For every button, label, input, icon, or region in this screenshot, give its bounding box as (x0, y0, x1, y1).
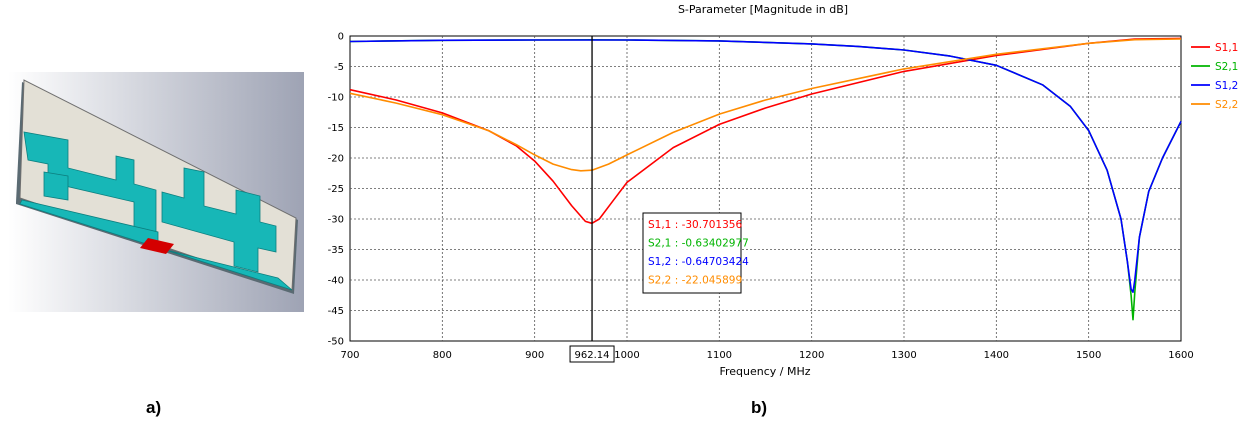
panel-label-b: b) (751, 398, 768, 417)
panel-label-a: a) (146, 398, 162, 417)
marker-x-box (569, 345, 615, 363)
x-tick-label: 1600 (1168, 350, 1193, 361)
x-tick-label: 1400 (984, 350, 1009, 361)
x-tick-label: 1500 (1076, 350, 1101, 361)
legend-label: S1,1 (1215, 42, 1238, 54)
y-tick-label: -15 (328, 123, 344, 134)
y-tick-label: 0 (338, 32, 344, 43)
x-tick-label: 1100 (707, 350, 732, 361)
marker-x-label[interactable]: 962.14 (569, 345, 615, 363)
x-tick-label: 1000 (614, 350, 639, 361)
y-tick-label: -20 (328, 154, 344, 165)
s-parameter-chart: S-Parameter [Magnitude in dB] 0 -5 -10 -15 -… (328, 3, 1239, 378)
readout-line: S2,2 : -22.045899 (648, 275, 742, 287)
left-patch (23, 131, 157, 241)
feed-port (140, 238, 174, 254)
y-tick-label: -30 (328, 215, 344, 226)
series-line-S1-2 (349, 39, 1182, 293)
x-tick-label: 1200 (799, 350, 824, 361)
readout-line: S1,2 : -0.64703424 (648, 256, 749, 268)
y-tick-label: -45 (328, 306, 344, 317)
readout-frame (642, 212, 742, 294)
y-tick-label: -10 (328, 93, 344, 104)
legend-label: S1,2 (1215, 80, 1238, 92)
x-axis-label: Frequency / MHz (719, 365, 810, 378)
legend: S1,1 S2,1 S1,2 S2,2 (1191, 42, 1238, 111)
y-axis-ticks: 0 -5 -10 -15 -20 -25 -30 -35 -40 -45 -50 (328, 32, 344, 348)
y-tick-label: -25 (328, 184, 344, 195)
legend-label: S2,2 (1215, 99, 1238, 111)
x-tick-label: 1300 (891, 350, 916, 361)
x-tick-label: 800 (433, 350, 452, 361)
marker-readout-box: S1,1 : -30.701356 S2,1 : -0.63402977 S1,2 … (642, 212, 749, 294)
y-tick-label: -5 (334, 62, 344, 73)
chart-title: S-Parameter [Magnitude in dB] (678, 3, 848, 16)
antenna-model-image (8, 72, 304, 312)
readout-line: S2,1 : -0.63402977 (648, 238, 749, 250)
left-patch-tab (43, 171, 69, 201)
y-tick-label: -50 (328, 337, 344, 348)
series-group (349, 37, 1182, 321)
y-tick-label: -35 (328, 245, 344, 256)
series-line-S2-2 (349, 38, 1182, 172)
marker-x-text: 962.14 (575, 350, 610, 361)
grid-lines (350, 36, 1181, 341)
readout-line: S1,1 : -30.701356 (648, 219, 742, 231)
legend-label: S2,1 (1215, 61, 1238, 73)
x-tick-label: 900 (525, 350, 544, 361)
right-patch (161, 167, 277, 273)
y-tick-label: -40 (328, 276, 344, 287)
x-axis-ticks: 700 800 900 1000 1100 1200 1300 1400 1500 1600 (340, 350, 1193, 361)
x-tick-label: 700 (340, 350, 359, 361)
